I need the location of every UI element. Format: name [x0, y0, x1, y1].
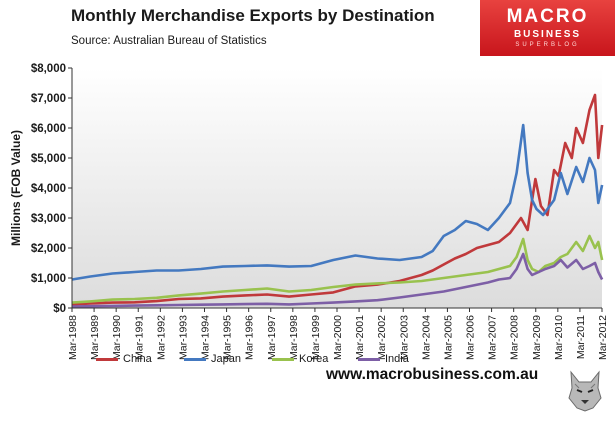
legend-swatch-india: [358, 357, 380, 361]
series-line-china: [72, 93, 604, 306]
x-tick-label: Mar-1990: [111, 315, 123, 360]
x-tick-label: Mar-2007: [487, 315, 499, 360]
y-tick-label: $8,000: [31, 63, 66, 75]
x-tick-label: Mar-2011: [575, 315, 587, 359]
x-tick-label: Mar-1988: [67, 315, 79, 360]
axis-layer: [68, 67, 603, 312]
y-tick-label: $5,000: [31, 153, 66, 165]
x-tick-label: Mar-1996: [244, 315, 256, 360]
x-tick-label: Mar-1992: [155, 315, 167, 360]
legend-swatch-japan: [184, 357, 206, 361]
y-axis-label: Millions (FOB Value): [9, 130, 23, 246]
series-line-korea: [72, 234, 604, 304]
y-tick-label: $2,000: [31, 243, 66, 255]
legend-label-china: China: [123, 353, 152, 365]
macrobusiness-logo: MACRO BUSINESS SUPERBLOG: [480, 0, 615, 56]
x-tick-label: Mar-2001: [354, 315, 366, 360]
y-tick-label: $4,000: [31, 183, 66, 195]
x-tick-label: Mar-2003: [398, 315, 410, 360]
x-tick-label: Mar-2005: [442, 315, 454, 360]
y-tick-label: $6,000: [31, 123, 66, 135]
logo-text-macro: MACRO: [506, 6, 589, 27]
wolf-mascot-icon: [565, 368, 605, 412]
website-url: www.macrobusiness.com.au: [326, 366, 539, 383]
logo-text-business: BUSINESS: [513, 29, 582, 40]
series-line-india: [72, 252, 604, 308]
x-tick-label: Mar-1998: [288, 315, 300, 360]
legend-label-japan: Japan: [211, 353, 241, 365]
x-tick-label: Mar-2004: [420, 315, 432, 360]
legend-item-india: India: [358, 353, 409, 365]
x-tick-label: Mar-2008: [509, 315, 521, 360]
x-tick-label: Mar-1999: [310, 315, 322, 360]
x-tick-label: Mar-2012: [597, 315, 609, 360]
x-tick-label: Mar-1995: [222, 315, 234, 360]
legend-swatch-korea: [272, 357, 294, 361]
x-tick-label: Mar-2000: [332, 315, 344, 360]
x-tick-label: Mar-1993: [177, 315, 189, 360]
x-tick-label: Mar-2002: [376, 315, 388, 360]
x-tick-label: Mar-1989: [89, 315, 101, 360]
legend-item-korea: Korea: [272, 353, 328, 365]
y-tick-label: $1,000: [31, 273, 66, 285]
legend-label-korea: Korea: [299, 353, 329, 365]
x-tick-label: Mar-2006: [465, 315, 477, 360]
x-tick-label: Mar-1997: [266, 315, 278, 360]
series-layer: [71, 93, 604, 308]
logo-text-superblog: SUPERBLOG: [515, 42, 580, 48]
legend-label-india: India: [385, 353, 409, 365]
x-tick-labels: Mar-1988 Mar-1989 Mar-1990 Mar-1991 Mar-1992…: [67, 315, 609, 360]
series-line-japan: [71, 123, 604, 281]
x-tick-label: Mar-1994: [200, 315, 212, 360]
x-tick-label: Mar-2009: [531, 315, 543, 360]
chart-subtitle: Source: Australian Bureau of Statistics: [71, 35, 267, 47]
y-tick-labels: $0 $1,000 $2,000 $3,000 $4,000 $5,000 $6,000 $7…: [31, 63, 66, 315]
legend-item-china: China: [96, 353, 152, 365]
y-tick-label: $3,000: [31, 213, 66, 225]
x-tick-label: Mar-2010: [553, 315, 565, 360]
y-tick-label: $0: [53, 303, 66, 315]
x-tick-label: Mar-1991: [133, 315, 145, 360]
legend-item-japan: Japan: [184, 353, 241, 365]
legend-swatch-china: [96, 357, 118, 361]
chart-title: Monthly Merchandise Exports by Destinati…: [71, 6, 435, 25]
y-tick-label: $7,000: [31, 93, 66, 105]
